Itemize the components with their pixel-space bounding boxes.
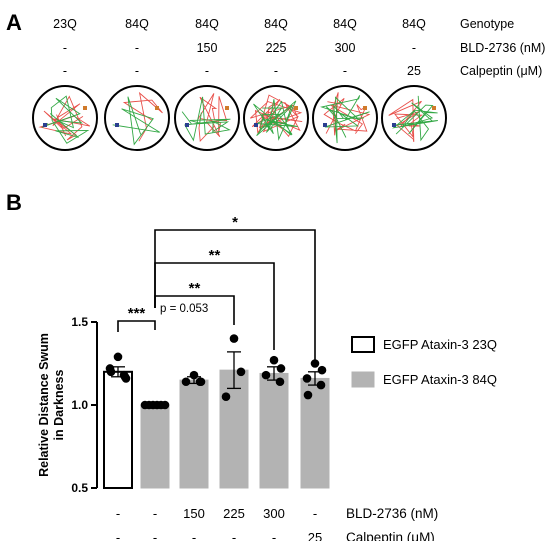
swim-track-5: [312, 85, 378, 151]
sig-label-2: **: [209, 247, 221, 264]
panel-a-calpeptin-col-1: -: [62, 64, 68, 78]
panel-a-bld-col-4: 225: [265, 41, 287, 55]
sig-label-0: ***: [128, 305, 146, 322]
data-point-4-1: [276, 364, 286, 373]
data-point-0-5: [121, 374, 131, 383]
sig-bracket-3: [154, 229, 316, 365]
x-label-bld-0: -: [116, 506, 120, 521]
x-label-calpeptin-4: -: [272, 530, 276, 541]
panel-a-genotype-col-2: 84Q: [125, 17, 149, 31]
swim-track-1: [32, 85, 98, 151]
x-row-label-bld: BLD-2736 (nM): [346, 506, 438, 521]
legend-swatch-1: [351, 371, 375, 388]
panel-a-genotype-col-6: 84Q: [402, 17, 426, 31]
data-point-0-0: [113, 352, 123, 362]
x-label-calpeptin-3: -: [232, 530, 236, 541]
x-label-bld-1: -: [153, 506, 157, 521]
sig-label-1: **: [189, 280, 201, 297]
swim-track-images: [32, 85, 447, 151]
data-point-4-0: [269, 355, 279, 365]
panel-a-calpeptin-col-4: -: [273, 64, 279, 78]
p-value-annotation: p = 0.053: [160, 303, 208, 315]
bar-chart: 0.5 1.0 1.5 Relative Distance Swum in Darkne…: [37, 214, 497, 541]
panel-a-bld-col-3: 150: [196, 41, 218, 55]
data-point-5-3: [316, 380, 326, 390]
data-point-3-0: [229, 334, 239, 343]
x-label-calpeptin-1: -: [153, 530, 157, 541]
panel-a-bld-col-1: -: [62, 41, 68, 55]
panel-a-bld-col-2: -: [134, 41, 140, 55]
bar-2: [179, 379, 209, 489]
data-point-2-0: [189, 370, 199, 380]
x-label-bld-5: -: [313, 506, 317, 521]
bar-3: [219, 369, 249, 489]
panel-a-letter: A: [6, 10, 22, 35]
data-point-2-3: [195, 377, 205, 387]
legend-label-1: EGFP Ataxin-3 84Q: [383, 372, 497, 387]
panel-b-letter: B: [6, 190, 22, 215]
panel-a-calpeptin-col-6: 25: [407, 64, 421, 78]
x-label-calpeptin-2: -: [192, 530, 196, 541]
legend-swatch-0: [351, 336, 375, 353]
panel-a-genotype-col-5: 84Q: [333, 17, 357, 31]
sig-bracket-0: [117, 320, 156, 332]
data-point-3-1: [236, 367, 246, 377]
sig-label-3: *: [232, 214, 238, 231]
panel-a-genotype-col-3: 84Q: [195, 17, 219, 31]
panel-a-bld-col-6: -: [411, 41, 417, 55]
panel-a-genotype-col-4: 84Q: [264, 17, 288, 31]
swim-track-2: [104, 85, 170, 151]
panel-a-genotype-col-1: 23Q: [53, 17, 77, 31]
data-point-1-5: [160, 400, 170, 410]
x-row-label-calpeptin: Calpeptin (μM): [346, 530, 435, 541]
swim-track-3: [174, 85, 240, 151]
y-tick-label-0: 0.5: [71, 481, 88, 495]
panel-a-calpeptin-col-5: -: [342, 64, 348, 78]
data-point-5-1: [317, 365, 327, 375]
panel-a-calpeptin-col-3: -: [204, 64, 210, 78]
x-label-bld-4: 300: [263, 506, 285, 521]
bar-1: [140, 404, 170, 489]
swim-track-4: [243, 85, 309, 151]
data-point-5-4: [303, 390, 313, 400]
panel-a-bld-col-5: 300: [334, 41, 356, 55]
row-label-calpeptin: Calpeptin (μM): [460, 64, 543, 78]
panel-a-calpeptin-col-2: -: [134, 64, 140, 78]
data-point-2-2: [181, 377, 191, 387]
y-axis-label-line2: in Darkness: [52, 370, 66, 441]
y-tick-label-1: 1.0: [71, 398, 88, 412]
data-point-4-2: [261, 370, 271, 380]
bar-4: [259, 372, 289, 489]
data-point-5-2: [302, 374, 312, 383]
bar-0: [103, 370, 133, 489]
x-label-bld-3: 225: [223, 506, 245, 521]
row-label-genotype: Genotype: [460, 17, 515, 31]
data-point-4-3: [275, 377, 285, 387]
x-label-calpeptin-0: -: [116, 530, 120, 541]
legend-label-0: EGFP Ataxin-3 23Q: [383, 337, 497, 352]
x-label-bld-2: 150: [183, 506, 205, 521]
x-label-calpeptin-5: 25: [308, 530, 322, 541]
data-point-0-4: [106, 367, 116, 377]
swim-track-6: [381, 85, 447, 151]
row-label-bld: BLD-2736 (nM): [460, 41, 546, 55]
y-tick-label-2: 1.5: [71, 315, 88, 329]
data-point-3-2: [221, 392, 231, 401]
y-axis-label-line1: Relative Distance Swum: [37, 333, 51, 477]
